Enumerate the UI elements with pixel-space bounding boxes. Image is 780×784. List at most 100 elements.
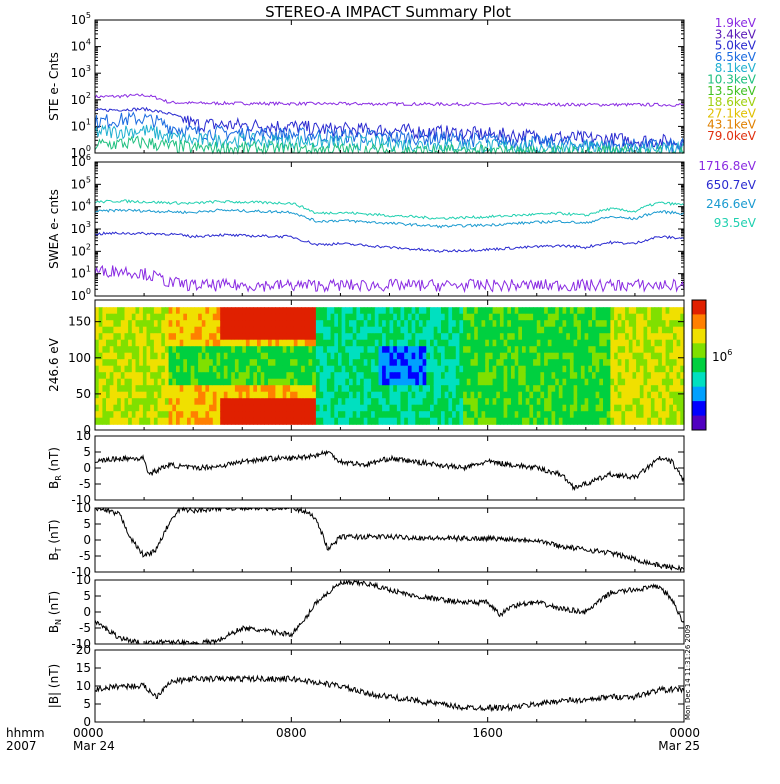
series-line (95, 506, 685, 573)
spectrogram-cell (238, 391, 243, 399)
spectrogram-cell (216, 320, 221, 328)
spectrogram-cell (463, 365, 468, 373)
spectrogram-cell (433, 378, 438, 386)
spectrogram-cell (245, 411, 251, 419)
spectrogram-cell (621, 326, 626, 334)
spectrogram-cell (268, 391, 273, 399)
spectrogram-cell (558, 404, 564, 412)
spectrogram-cell (511, 378, 516, 386)
spectrogram-cell (268, 346, 273, 354)
spectrogram-cell (113, 404, 118, 412)
spectrogram-cell (290, 339, 295, 347)
spectrogram-cell (290, 404, 295, 412)
spectrogram-cell (632, 333, 637, 341)
spectrogram-cell (245, 417, 251, 425)
spectrogram-cell (558, 346, 564, 354)
spectrogram-cell (592, 385, 597, 393)
spectrogram-cell (183, 346, 188, 354)
spectrogram-cell (131, 404, 137, 412)
spectrogram-cell (297, 385, 302, 393)
spectrogram-cell (209, 378, 214, 386)
spectrogram-cell (426, 372, 431, 380)
spectrogram-cell (492, 378, 497, 386)
spectrogram-cell (603, 404, 608, 412)
spectrogram-cell (209, 320, 214, 328)
spectrogram-cell (304, 359, 310, 367)
spectrogram-cell (253, 313, 258, 321)
spectrogram-cell (227, 398, 232, 406)
spectrogram-cell (636, 339, 641, 347)
spectrogram-cell (341, 398, 346, 406)
spectrogram-cell (441, 372, 446, 380)
spectrogram-cell (488, 307, 494, 315)
spectrogram-cell (393, 404, 398, 412)
spectrogram-cell (279, 365, 284, 373)
spectrogram-cell (286, 359, 291, 367)
spectrogram-cell (98, 307, 103, 315)
spectrogram-cell (286, 378, 291, 386)
spectrogram-cell (536, 320, 542, 328)
spectrogram-cell (562, 333, 567, 341)
legend-item: 27.1keV (707, 106, 757, 120)
spectrogram-cell (418, 313, 424, 321)
spectrogram-cell (95, 307, 100, 315)
spectrogram-cell (253, 346, 258, 354)
spectrogram-cell (374, 320, 380, 328)
spectrogram-cell (636, 352, 641, 360)
spectrogram-cell (477, 411, 483, 419)
spectrogram-cell (352, 372, 357, 380)
spectrogram-cell (647, 339, 652, 347)
spectrogram-cell (455, 378, 461, 386)
spectrogram-cell (315, 391, 321, 399)
spectrogram-cell (647, 346, 652, 354)
spectrogram-cell (363, 404, 368, 412)
spectrogram-cell (304, 307, 310, 315)
spectrogram-cell (231, 398, 236, 406)
spectrogram-cell (98, 404, 103, 412)
spectrogram-cell (415, 404, 420, 412)
spectrogram-cell (639, 417, 645, 425)
spectrogram-cell (459, 404, 464, 412)
spectrogram-cell (323, 378, 328, 386)
spectrogram-cell (511, 398, 516, 406)
spectrogram-cell (643, 333, 648, 341)
spectrogram-cell (157, 372, 162, 380)
spectrogram-cell (544, 365, 549, 373)
spectrogram-cell (555, 320, 560, 328)
spectrogram-cell (422, 307, 427, 315)
spectrogram-cell (492, 411, 497, 419)
spectrogram-cell (499, 365, 505, 373)
spectrogram-cell (437, 411, 442, 419)
spectrogram-cell (338, 411, 343, 419)
spectrogram-cell (290, 391, 295, 399)
spectrogram-cell (422, 365, 427, 373)
spectrogram-cell (212, 385, 218, 393)
spectrogram-cell (404, 385, 409, 393)
y-tick-base: 10 (71, 155, 86, 169)
spectrogram-cell (654, 313, 659, 321)
spectrogram-cell (636, 333, 641, 341)
spectrogram-cell (179, 391, 184, 399)
spectrogram-cell (463, 326, 468, 334)
spectrogram-cell (529, 398, 534, 406)
spectrogram-cell (179, 326, 184, 334)
spectrogram-cell (547, 333, 553, 341)
spectrogram-cell (614, 391, 619, 399)
spectrogram-cell (120, 326, 126, 334)
spectrogram-cell (334, 307, 339, 315)
spectrogram-cell (529, 385, 534, 393)
spectrogram-cell (411, 404, 416, 412)
spectrogram-cell (282, 391, 287, 399)
spectrogram-cell (407, 326, 413, 334)
spectrogram-cell (312, 352, 317, 360)
spectrogram-cell (628, 339, 634, 347)
spectrogram-cell (551, 372, 556, 380)
spectrogram-cell (279, 398, 284, 406)
spectrogram-cell (463, 320, 468, 328)
spectrogram-cell (201, 359, 207, 367)
spectrogram-cell (536, 378, 542, 386)
spectrogram-cell (485, 333, 490, 341)
spectrogram-cell (393, 333, 398, 341)
spectrogram-cell (153, 411, 159, 419)
spectrogram-cell (632, 326, 637, 334)
